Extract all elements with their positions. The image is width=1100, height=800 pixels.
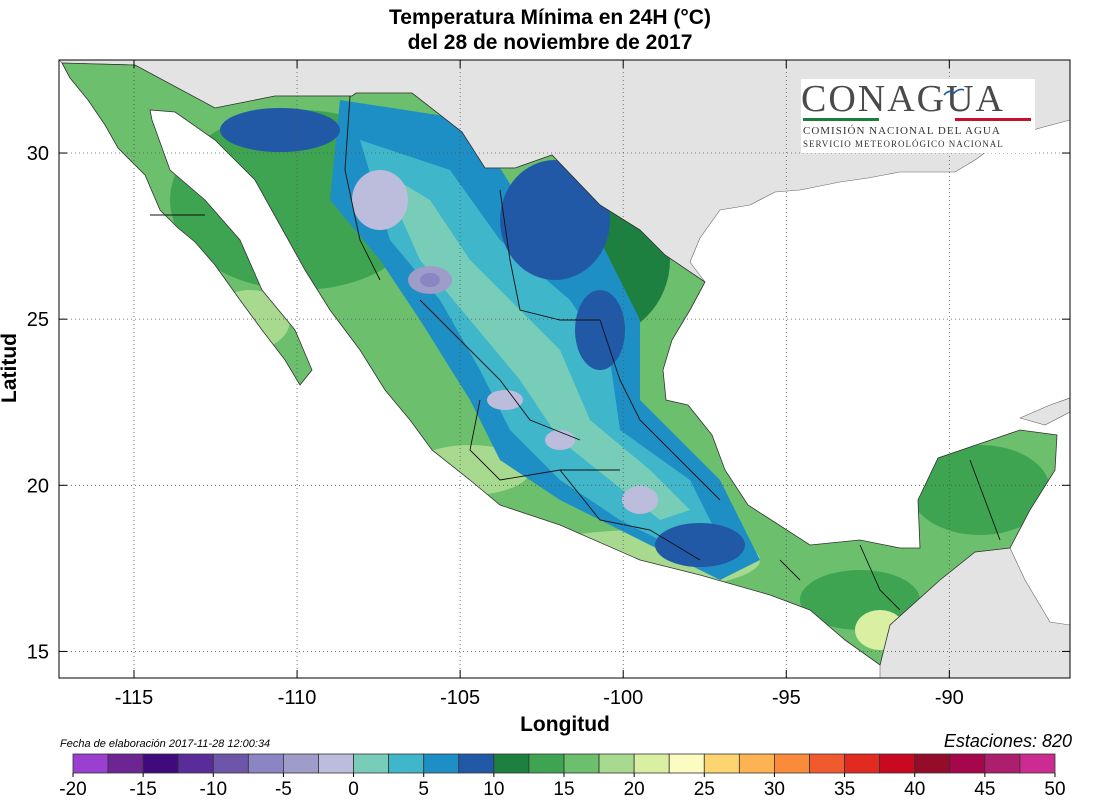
colorbar-swatch bbox=[388, 753, 425, 774]
colorbar-swatch bbox=[72, 753, 109, 774]
colorbar-swatch bbox=[212, 753, 249, 774]
colorbar-label: 20 bbox=[624, 779, 645, 800]
colorbar-swatch bbox=[177, 753, 214, 774]
creation-date: Fecha de elaboración 2017-11-28 12:00:34 bbox=[60, 738, 271, 750]
chart-title: Temperatura Mínima en 24H (°C) bbox=[389, 6, 711, 29]
colorbar-swatch bbox=[774, 753, 810, 774]
map-frame bbox=[58, 59, 1071, 679]
colorbar-label: 10 bbox=[483, 779, 504, 800]
colorbar-label: 5 bbox=[418, 779, 429, 800]
logo-name: CONAGUA bbox=[801, 78, 1005, 120]
x-tick-label: -100 bbox=[603, 687, 643, 709]
colorbar-swatch bbox=[1019, 753, 1056, 774]
colorbar-swatch bbox=[142, 753, 179, 774]
colorbar-label: 30 bbox=[764, 779, 785, 800]
colorbar-label: 25 bbox=[694, 779, 715, 800]
colorbar-swatch bbox=[844, 753, 881, 774]
colorbar-swatch bbox=[528, 753, 565, 774]
y-tick-label: 15 bbox=[27, 641, 49, 663]
colorbar-label: 0 bbox=[348, 779, 359, 800]
y-tick-label: 25 bbox=[27, 309, 49, 331]
y-tick-label: 30 bbox=[27, 143, 49, 165]
x-tick-label: -105 bbox=[440, 687, 480, 709]
x-axis-label: Longitud bbox=[520, 713, 610, 736]
colorbar-swatch bbox=[107, 753, 144, 774]
colorbar-swatch bbox=[563, 753, 600, 774]
colorbar-label: -5 bbox=[275, 779, 292, 800]
colorbar-label: -15 bbox=[129, 779, 156, 800]
colorbar-swatch bbox=[598, 753, 635, 774]
chart-subtitle: del 28 de noviembre de 2017 bbox=[407, 31, 693, 54]
x-tick-label: -90 bbox=[935, 687, 964, 709]
colorbar: -20 -15 -10 -5 0 5 10 15 20 25 30 35 40 45 50 bbox=[59, 753, 1066, 800]
logo-subtitle-commission: COMISIÓN NACIONAL DEL AGUA bbox=[803, 125, 1001, 137]
colorbar-swatch bbox=[949, 753, 986, 774]
colorbar-swatch bbox=[809, 753, 845, 774]
colorbar-label: 50 bbox=[1044, 779, 1065, 800]
colorbar-swatch bbox=[633, 753, 670, 774]
x-tick-label: -115 bbox=[115, 687, 154, 709]
bird-icon bbox=[943, 88, 965, 96]
colorbar-swatch bbox=[703, 753, 740, 774]
y-tick-label: 20 bbox=[27, 475, 49, 497]
colorbar-swatch bbox=[318, 753, 354, 774]
logo-flag-bar bbox=[803, 118, 1031, 121]
cuba-landmass bbox=[1019, 397, 1070, 426]
x-tick-label: -95 bbox=[772, 687, 801, 709]
colorbar-label: -10 bbox=[200, 779, 227, 800]
axis-ticks: -115 -110 -105 -100 -95 -90 15 20 25 30 bbox=[27, 60, 1070, 709]
map-gridlines bbox=[59, 60, 1070, 678]
colorbar-swatch bbox=[984, 753, 1021, 774]
colorbar-swatch bbox=[914, 753, 951, 774]
y-axis-label: Latitud bbox=[0, 333, 21, 403]
colorbar-swatch bbox=[879, 753, 916, 774]
x-tick-label: -110 bbox=[278, 687, 317, 709]
state-boundaries bbox=[150, 95, 1001, 611]
colorbar-label: 45 bbox=[974, 779, 995, 800]
colorbar-swatch bbox=[283, 753, 319, 774]
colorbar-label: 40 bbox=[904, 779, 925, 800]
colorbar-swatch bbox=[353, 753, 390, 774]
colorbar-swatch bbox=[493, 753, 530, 774]
colorbar-swatch bbox=[423, 753, 460, 774]
colorbar-swatch bbox=[458, 753, 495, 774]
colorbar-swatch bbox=[247, 753, 284, 774]
conagua-logo: CONAGUA COMISIÓN NACIONAL DEL AGUA SERVI… bbox=[801, 79, 1035, 153]
colorbar-label: 35 bbox=[834, 779, 855, 800]
colorbar-label: 15 bbox=[553, 779, 574, 800]
colorbar-swatch bbox=[668, 753, 705, 774]
logo-subtitle-service: SERVICIO METEOROLÓGICO NACIONAL bbox=[803, 139, 1004, 149]
station-count: Estaciones: 820 bbox=[943, 731, 1072, 751]
colorbar-swatch bbox=[738, 753, 775, 774]
colorbar-label: -20 bbox=[59, 779, 86, 800]
